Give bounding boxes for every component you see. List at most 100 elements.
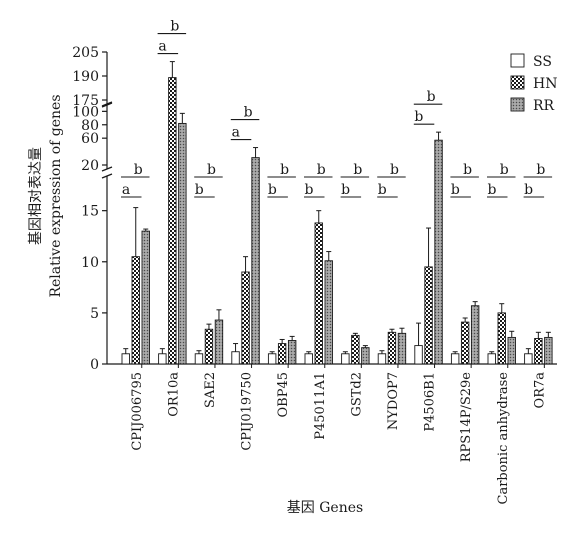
bar-rr xyxy=(434,139,443,365)
y-tick-label: 80 xyxy=(81,118,99,134)
legend: SS HN RR xyxy=(510,53,557,114)
significance-letter: b xyxy=(536,162,545,178)
x-tick-label: SAE2 xyxy=(203,372,218,408)
x-tick-label: NYDOP7 xyxy=(386,372,401,430)
significance-letter: b xyxy=(353,162,362,178)
bar-hn xyxy=(168,77,177,365)
bar-rr xyxy=(544,336,553,365)
bar-hn xyxy=(314,222,323,365)
bar-ss xyxy=(341,353,350,365)
bar-hn xyxy=(497,312,506,365)
bar-rr xyxy=(507,336,516,365)
significance-letter: b xyxy=(244,105,253,121)
bar-rr xyxy=(178,122,187,365)
bar-ss xyxy=(121,353,130,365)
bar-rr xyxy=(287,340,297,365)
legend-label-ss: SS xyxy=(533,54,552,70)
bar-hn xyxy=(351,334,360,365)
x-tick-label: GSTd2 xyxy=(349,372,364,417)
bar-rr xyxy=(251,157,260,365)
x-axis-label: 基因 Genes xyxy=(287,499,363,516)
significance-letter: b xyxy=(341,182,350,198)
y-tick-label: 15 xyxy=(81,204,99,220)
bar-hn xyxy=(387,331,397,365)
y-tick-label: 175 xyxy=(72,93,99,109)
bar-hn xyxy=(277,343,287,365)
axis-break-mark xyxy=(101,102,113,108)
significance-letter: b xyxy=(207,162,216,178)
bar-ss xyxy=(231,351,240,365)
y-tick-label: 10 xyxy=(81,255,99,271)
significance-letter: b xyxy=(195,182,204,198)
significance-letter: b xyxy=(414,109,423,125)
x-tick-labels: CPIJ006795 OR10a SAE2 CPIJ019750 OBP45 P45011… xyxy=(130,364,547,505)
bar-rr xyxy=(397,332,407,365)
bar-ss xyxy=(304,353,313,365)
significance-letter: b xyxy=(268,182,277,198)
y-tick-label: 190 xyxy=(72,69,99,85)
y-tick-label: 205 xyxy=(72,45,99,61)
significance-letter: b xyxy=(317,162,326,178)
significance-letter: b xyxy=(500,162,509,178)
legend-swatch-rr xyxy=(510,97,525,112)
significance-letter: b xyxy=(170,19,179,35)
bar-ss xyxy=(194,353,204,365)
bar-hn xyxy=(460,321,470,365)
y-tick-label: 20 xyxy=(81,158,99,174)
y-axis-label-cn: 基因相对表达量 xyxy=(27,147,44,245)
significance-letter: b xyxy=(134,162,143,178)
bar-hn xyxy=(534,337,543,365)
bar-hn xyxy=(131,256,140,365)
significance-letter: b xyxy=(524,182,533,198)
significance-letter: b xyxy=(280,162,289,178)
significance-letter: b xyxy=(427,89,436,105)
legend-swatch-hn xyxy=(510,75,525,90)
y-tick-label: 60 xyxy=(81,131,99,147)
x-tick-label: CPIJ006795 xyxy=(130,372,145,451)
bar-ss xyxy=(414,345,423,365)
bar-ss xyxy=(377,353,387,365)
legend-swatch-ss xyxy=(510,53,525,68)
x-tick-label: OR10a xyxy=(166,372,181,417)
significance-letter: b xyxy=(305,182,314,198)
x-tick-label: RPS14P/S29e xyxy=(459,372,474,463)
bar-ss xyxy=(267,353,277,365)
significance-letter: a xyxy=(232,125,240,141)
bar-rr xyxy=(214,319,224,365)
bar-ss xyxy=(487,353,496,365)
bar-rr xyxy=(324,260,333,365)
y-tick-label: 100 xyxy=(72,104,99,120)
legend-label-rr: RR xyxy=(533,98,555,114)
bar-rr xyxy=(141,230,150,365)
significance-letter: b xyxy=(378,182,387,198)
significance-letter: b xyxy=(390,162,399,178)
x-tick-label: Carbonic anhydrase xyxy=(496,372,511,505)
axis-break-mark xyxy=(101,166,113,172)
significance-letter: b xyxy=(488,182,497,198)
significance-letter: a xyxy=(122,182,130,198)
bar-ss xyxy=(158,353,167,365)
bar-rr xyxy=(361,347,370,365)
legend-label-hn: HN xyxy=(533,76,557,92)
y-axis-label-en: Relative expression of genes xyxy=(48,94,64,297)
bars xyxy=(121,61,553,365)
bar-hn xyxy=(241,271,250,365)
axis-break-mark xyxy=(101,173,113,179)
significance-letter: b xyxy=(463,162,472,178)
bar-rr xyxy=(470,305,480,365)
y-tick-label: 5 xyxy=(90,306,99,322)
y-tick-label: 0 xyxy=(90,357,99,373)
x-tick-label: CPIJ019750 xyxy=(240,372,255,451)
bar-ss xyxy=(450,353,460,365)
x-tick-label: P4506B1 xyxy=(423,372,438,432)
significance-letter: a xyxy=(158,39,166,55)
bar-hn xyxy=(424,266,433,365)
x-tick-label: OR7a xyxy=(532,372,547,409)
x-tick-label: OBP45 xyxy=(276,372,291,418)
bar-hn xyxy=(204,328,214,365)
significance-letter: b xyxy=(451,182,460,198)
bar-ss xyxy=(524,353,533,365)
axis-break-mark xyxy=(101,101,113,107)
